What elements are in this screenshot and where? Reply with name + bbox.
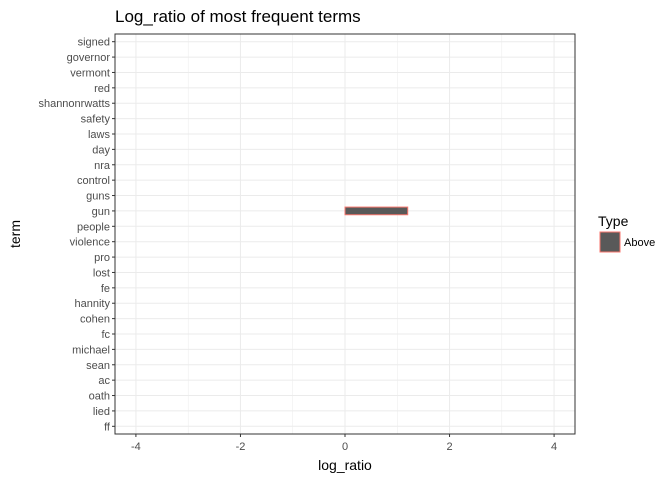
legend-title: Type bbox=[598, 213, 629, 229]
y-tick-label-violence: violence bbox=[70, 237, 110, 249]
y-tick-label-red: red bbox=[94, 83, 110, 95]
y-tick-label-hannity: hannity bbox=[75, 298, 111, 310]
y-tick-label-vermont: vermont bbox=[70, 67, 110, 79]
x-axis: -4 -2 0 2 4 bbox=[131, 434, 557, 453]
y-tick-label-lost: lost bbox=[93, 267, 110, 279]
y-tick-label-pro: pro bbox=[94, 252, 110, 264]
y-tick-label-michael: michael bbox=[72, 344, 110, 356]
y-tick-label-sean: sean bbox=[86, 360, 110, 372]
y-tick-label-gun: gun bbox=[92, 206, 110, 218]
x-tick-label: 2 bbox=[446, 441, 452, 453]
bars bbox=[344, 206, 409, 216]
y-tick-label-cohen: cohen bbox=[80, 314, 110, 326]
y-tick-label-control: control bbox=[77, 175, 110, 187]
y-axis-title: term bbox=[7, 220, 23, 248]
y-axis: signed governor vermont red shannonrwatts saf… bbox=[38, 37, 115, 433]
x-axis-title: log_ratio bbox=[318, 457, 372, 473]
y-tick-label-shannonrwatts: shannonrwatts bbox=[38, 98, 110, 110]
y-tick-label-governor: governor bbox=[67, 52, 111, 64]
y-tick-label-safety: safety bbox=[81, 114, 111, 126]
chart-title: Log_ratio of most frequent terms bbox=[115, 7, 361, 26]
legend-label-above: Above bbox=[624, 237, 655, 249]
x-tick-label: 4 bbox=[551, 441, 557, 453]
legend-key-above bbox=[599, 231, 621, 253]
y-tick-label-people: people bbox=[77, 221, 110, 233]
y-tick-label-ff: ff bbox=[104, 421, 111, 433]
y-tick-label-ac: ac bbox=[98, 375, 110, 387]
x-tick-label: -4 bbox=[131, 441, 141, 453]
y-tick-label-oath: oath bbox=[89, 391, 110, 403]
grid bbox=[115, 34, 575, 434]
y-tick-label-day: day bbox=[92, 144, 110, 156]
x-tick-label: 0 bbox=[342, 441, 348, 453]
y-tick-label-fc: fc bbox=[101, 329, 110, 341]
y-tick-label-lied: lied bbox=[93, 406, 110, 418]
y-tick-label-laws: laws bbox=[88, 129, 111, 141]
y-tick-label-nra: nra bbox=[94, 160, 111, 172]
bar-gun bbox=[344, 206, 409, 216]
y-tick-label-guns: guns bbox=[86, 191, 110, 203]
x-tick-label: -2 bbox=[236, 441, 246, 453]
legend: Type Above bbox=[598, 213, 655, 253]
y-tick-label-signed: signed bbox=[78, 37, 110, 49]
y-tick-label-fe: fe bbox=[101, 283, 110, 295]
